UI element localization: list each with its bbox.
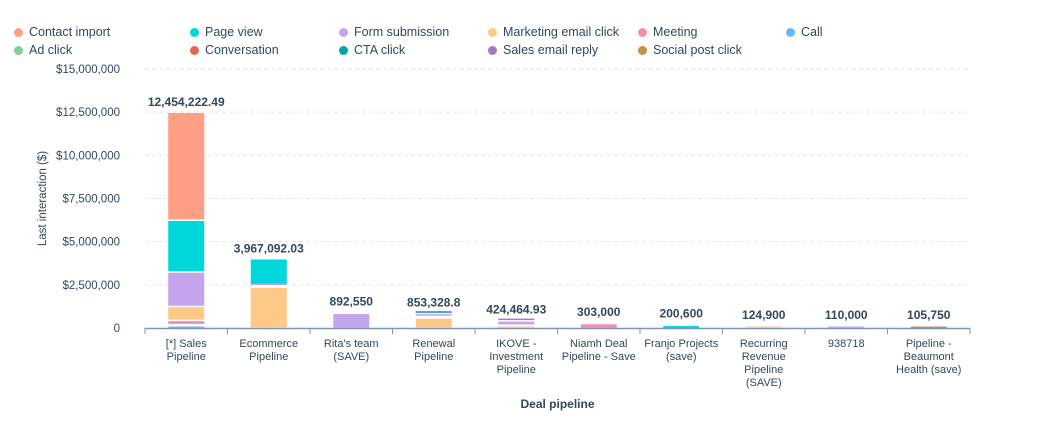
legend-dot-icon xyxy=(339,45,348,55)
bar-segment-form-submission xyxy=(498,321,535,325)
x-tick-label: Beaumont xyxy=(904,351,954,363)
x-tick-label: Investment xyxy=(489,351,543,363)
legend-label: Call xyxy=(801,25,823,39)
y-axis-title: Last interaction ($) xyxy=(37,151,49,246)
legend-label: Sales email reply xyxy=(503,43,599,57)
legend-label: Meeting xyxy=(653,25,698,39)
legend-label: Social post click xyxy=(653,43,742,57)
x-tick-label: Franjo Projects xyxy=(644,338,718,350)
bar-segment-page-view xyxy=(663,326,700,328)
legend-dot-icon xyxy=(638,45,647,55)
x-tick-label: Pipeline - Save xyxy=(562,351,636,363)
x-tick-label: Ecommerce xyxy=(239,338,298,350)
legend-dot-icon xyxy=(339,27,348,37)
x-tick-label: (SAVE) xyxy=(333,351,369,363)
legend-item[interactable]: Page view xyxy=(190,25,263,39)
legend-item[interactable]: CTA click xyxy=(339,43,405,57)
x-tick-label: Rita's team xyxy=(324,338,379,350)
total-data-label: 12,454,222.49 xyxy=(148,95,225,109)
total-data-label: 892,550 xyxy=(330,295,374,309)
x-tick-label: Renewal xyxy=(412,338,455,350)
legend-item[interactable]: Ad click xyxy=(14,43,72,57)
total-data-label: 424,464.93 xyxy=(486,303,546,317)
legend-item[interactable]: Marketing email click xyxy=(488,25,619,39)
x-tick-label: (save) xyxy=(666,351,697,363)
bar-segment-marketing-email-click xyxy=(498,326,535,328)
legend-item[interactable]: Sales email reply xyxy=(488,43,598,57)
legend-dot-icon xyxy=(638,27,647,37)
y-tick-label: $15,000,000 xyxy=(56,64,120,76)
legend-label: CTA click xyxy=(354,43,406,57)
x-tick-label: Pipeline - xyxy=(906,338,952,350)
x-tick-label: Pipeline xyxy=(167,351,206,363)
x-tick-label: Niamh Deal xyxy=(570,338,627,350)
y-tick-label: $2,500,000 xyxy=(62,280,120,292)
legend-item[interactable]: Contact import xyxy=(14,25,110,39)
x-tick-label: Revenue xyxy=(742,351,786,363)
total-data-label: 124,900 xyxy=(742,308,786,322)
bar-segment-page-view xyxy=(168,220,205,272)
x-tick-label: Pipeline xyxy=(414,351,453,363)
bar-segment-social-post-click xyxy=(910,326,947,328)
bar-segment-meeting xyxy=(580,324,617,328)
legend-dot-icon xyxy=(190,45,199,55)
x-tick-label: Pipeline xyxy=(744,364,783,376)
bar-segment-form-submission xyxy=(828,326,865,328)
y-tick-label: $12,500,000 xyxy=(56,107,120,119)
legend-label: Form submission xyxy=(354,25,450,39)
legend-label: Page view xyxy=(205,25,263,39)
y-tick-label: $7,500,000 xyxy=(62,194,120,206)
y-tick-label: 0 xyxy=(114,323,120,335)
bar-segment-marketing-email-click xyxy=(250,288,287,328)
x-tick-label: [*] Sales xyxy=(166,338,207,350)
legend-item[interactable]: Social post click xyxy=(638,43,742,57)
x-tick-label: Pipeline xyxy=(249,351,288,363)
bar-segment-form-submission xyxy=(415,314,452,316)
x-tick-label: IKOVE - xyxy=(496,338,537,350)
bar-segment-form-submission xyxy=(333,314,370,328)
bar-segment-page-view xyxy=(415,310,452,313)
y-tick-label: $5,000,000 xyxy=(62,237,120,249)
legend-dot-icon xyxy=(488,45,497,55)
total-data-label: 200,600 xyxy=(660,307,704,321)
y-tick-label: $10,000,000 xyxy=(56,150,120,162)
bar-segment-form-submission xyxy=(168,272,205,306)
total-data-label: 303,000 xyxy=(577,305,621,319)
x-tick-label: 938718 xyxy=(828,338,865,350)
total-data-label: 110,000 xyxy=(825,308,868,322)
bar-segment-meeting xyxy=(168,321,205,324)
bar-segment-marketing-email-click xyxy=(745,326,782,328)
bar-segment-sales-email-reply xyxy=(498,318,535,321)
bar-segment-marketing-email-click xyxy=(168,307,205,320)
bar-segment-form-submission xyxy=(250,283,287,286)
bar-segment-call xyxy=(168,326,205,328)
legend-item[interactable]: Conversation xyxy=(190,43,279,57)
total-data-label: 3,967,092.03 xyxy=(234,242,304,256)
legend-label: Ad click xyxy=(29,43,73,57)
x-tick-label: (SAVE) xyxy=(746,377,782,389)
total-data-label: 105,750 xyxy=(907,308,951,322)
legend-item[interactable]: Form submission xyxy=(339,25,449,39)
x-axis-title: Deal pipeline xyxy=(520,397,594,411)
legend-dot-icon xyxy=(488,27,497,37)
legend-label: Contact import xyxy=(29,25,111,39)
legend-dot-icon xyxy=(14,45,23,55)
legend-label: Conversation xyxy=(205,43,279,57)
legend-dot-icon xyxy=(786,27,795,37)
legend-item[interactable]: Call xyxy=(786,25,823,39)
bar-segment-marketing-email-click xyxy=(415,318,452,328)
legend-dot-icon xyxy=(14,27,23,37)
bar-segment-page-view xyxy=(250,259,287,284)
x-tick-label: Health (save) xyxy=(896,364,961,376)
x-tick-label: Recurring xyxy=(740,338,788,350)
legend-label: Marketing email click xyxy=(503,25,620,39)
x-tick-label: Pipeline xyxy=(497,364,536,376)
total-data-label: 853,328.8 xyxy=(407,295,461,309)
legend-item[interactable]: Meeting xyxy=(638,25,697,39)
legend-dot-icon xyxy=(190,27,199,37)
bar-segment-contact-import xyxy=(168,112,205,220)
